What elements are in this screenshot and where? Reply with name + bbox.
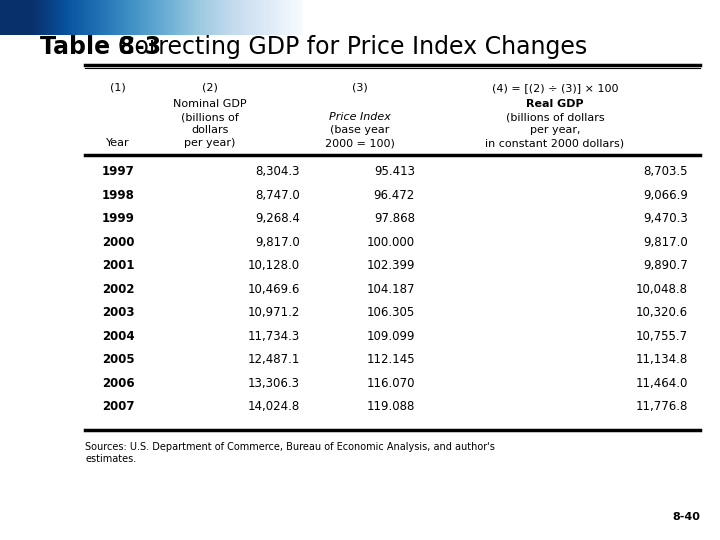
Text: 1999: 1999: [102, 212, 135, 225]
Text: 13,306.3: 13,306.3: [248, 377, 300, 390]
Text: 9,066.9: 9,066.9: [643, 188, 688, 201]
Text: dollars: dollars: [192, 125, 229, 135]
Text: 9,817.0: 9,817.0: [256, 235, 300, 248]
Text: 12,487.1: 12,487.1: [248, 353, 300, 366]
Text: 2002: 2002: [102, 283, 134, 296]
Text: 2004: 2004: [102, 330, 135, 343]
Text: (4) = [(2) ÷ (3)] × 100: (4) = [(2) ÷ (3)] × 100: [492, 83, 618, 93]
Text: 10,469.6: 10,469.6: [248, 283, 300, 296]
Text: (billions of dollars: (billions of dollars: [505, 112, 604, 122]
Text: Nominal GDP: Nominal GDP: [174, 99, 247, 109]
Text: 9,268.4: 9,268.4: [255, 212, 300, 225]
Text: 116.070: 116.070: [366, 377, 415, 390]
Text: 8-40: 8-40: [672, 512, 700, 522]
Text: per year): per year): [184, 138, 235, 148]
Text: 106.305: 106.305: [366, 306, 415, 319]
Text: 10,320.6: 10,320.6: [636, 306, 688, 319]
Text: 97.868: 97.868: [374, 212, 415, 225]
Text: 8,703.5: 8,703.5: [644, 165, 688, 178]
Text: 10,755.7: 10,755.7: [636, 330, 688, 343]
Text: 10,048.8: 10,048.8: [636, 283, 688, 296]
Text: 119.088: 119.088: [366, 401, 415, 414]
Text: 1998: 1998: [102, 188, 135, 201]
Text: 109.099: 109.099: [366, 330, 415, 343]
Text: 11,734.3: 11,734.3: [248, 330, 300, 343]
Text: 9,890.7: 9,890.7: [643, 259, 688, 272]
Text: 2000: 2000: [102, 235, 134, 248]
Text: 2006: 2006: [102, 377, 135, 390]
Text: 9,817.0: 9,817.0: [643, 235, 688, 248]
Text: 8,304.3: 8,304.3: [256, 165, 300, 178]
Text: 10,971.2: 10,971.2: [248, 306, 300, 319]
Text: 10,128.0: 10,128.0: [248, 259, 300, 272]
Text: per year,: per year,: [530, 125, 580, 135]
Text: Year: Year: [106, 138, 130, 148]
Text: 100.000: 100.000: [367, 235, 415, 248]
Text: Real GDP: Real GDP: [526, 99, 584, 109]
Text: (3): (3): [352, 83, 368, 93]
Text: 104.187: 104.187: [366, 283, 415, 296]
Text: 2000 = 100): 2000 = 100): [325, 138, 395, 148]
Text: 9,470.3: 9,470.3: [643, 212, 688, 225]
Text: 1997: 1997: [102, 165, 135, 178]
Text: in constant 2000 dollars): in constant 2000 dollars): [485, 138, 624, 148]
Text: 95.413: 95.413: [374, 165, 415, 178]
Text: (billions of: (billions of: [181, 112, 239, 122]
Text: Table 8-3: Table 8-3: [40, 35, 161, 59]
Text: (2): (2): [202, 83, 218, 93]
Text: 11,776.8: 11,776.8: [636, 401, 688, 414]
Text: 14,024.8: 14,024.8: [248, 401, 300, 414]
Text: Correcting GDP for Price Index Changes: Correcting GDP for Price Index Changes: [118, 35, 588, 59]
Text: 8,747.0: 8,747.0: [256, 188, 300, 201]
Text: Sources: U.S. Department of Commerce, Bureau of Economic Analysis, and author's: Sources: U.S. Department of Commerce, Bu…: [85, 442, 495, 452]
Text: 102.399: 102.399: [366, 259, 415, 272]
Text: 96.472: 96.472: [374, 188, 415, 201]
Text: Price Index: Price Index: [329, 112, 391, 122]
Text: 11,464.0: 11,464.0: [636, 377, 688, 390]
Text: 2003: 2003: [102, 306, 134, 319]
Text: 2007: 2007: [102, 401, 134, 414]
Text: (1): (1): [110, 83, 126, 93]
Text: 2005: 2005: [102, 353, 135, 366]
Text: 11,134.8: 11,134.8: [636, 353, 688, 366]
Text: 2001: 2001: [102, 259, 134, 272]
Text: 112.145: 112.145: [366, 353, 415, 366]
Text: estimates.: estimates.: [85, 454, 136, 464]
Text: (base year: (base year: [330, 125, 390, 135]
